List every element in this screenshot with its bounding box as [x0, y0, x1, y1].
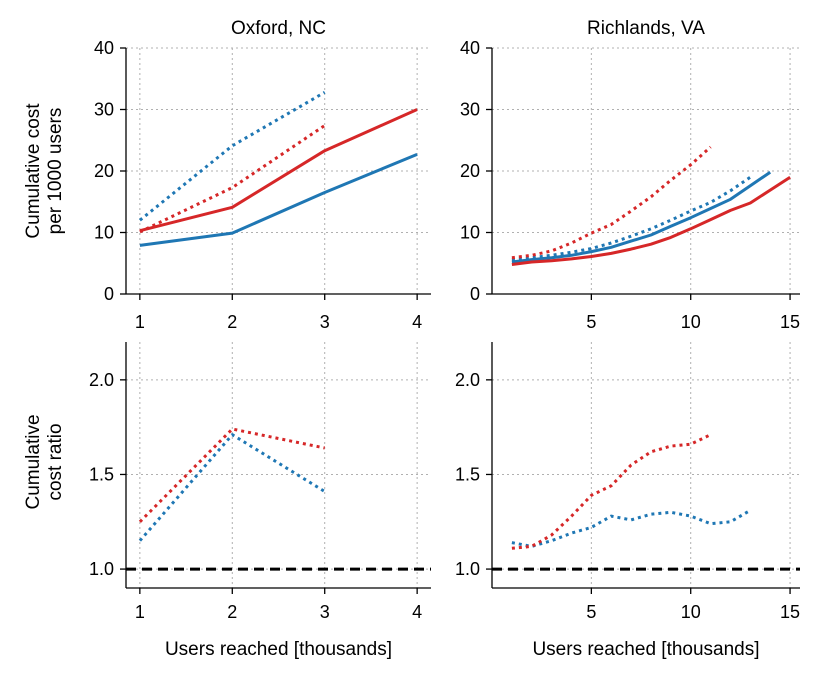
- panel-2-series-1-line: [511, 170, 772, 264]
- panel-1-x-tick-label: 4: [412, 312, 422, 332]
- panel-1-y-axis-label: Cumulative costper 1000 users: [23, 103, 66, 239]
- panel-3-x-tick-label: 2: [227, 602, 237, 622]
- panel-3-y-axis-label-line: cost ratio: [45, 423, 66, 500]
- panel-1-y-tick-label: 10: [94, 223, 114, 243]
- panel-3-series-1-line: [138, 433, 326, 542]
- panel-1-x-tick-label: 2: [227, 312, 237, 332]
- panel-1-series-2-line: [139, 108, 418, 233]
- panel-2-series-3-line: [511, 175, 752, 262]
- panel-1-y-tick-label: 40: [94, 38, 114, 58]
- panel-3-y-tick-label: 1.5: [89, 464, 114, 484]
- panel-1-y-axis-label-line: per 1000 users: [45, 108, 66, 235]
- panel-2-y-tick-label: 30: [460, 100, 480, 120]
- panel-3-x-tick-label: 3: [320, 602, 330, 622]
- panel-2-y-tick-label: 40: [460, 38, 480, 58]
- panel-4-series-1-line: [511, 509, 752, 548]
- panel-1-series-3-line: [138, 91, 326, 222]
- panel-3-x-tick-label: 4: [412, 602, 422, 622]
- panel-2-y-tick-label: 0: [470, 284, 480, 304]
- panel-2-y-tick-label: 10: [460, 223, 480, 243]
- panel-4-series-2-line: [511, 433, 712, 550]
- panel-1-x-tick-label: 3: [320, 312, 330, 332]
- panel-1-y-tick-label: 30: [94, 100, 114, 120]
- panel-4-x-tick-label: 10: [681, 602, 701, 622]
- panel-2-series-4-line: [511, 145, 712, 260]
- panel-3-y-axis-label: Cumulativecost ratio: [23, 414, 66, 509]
- panel-3-series-2-line: [138, 427, 326, 523]
- panel-3-x-tick-label: 1: [135, 602, 145, 622]
- panel-1-title: Oxford, NC: [231, 18, 326, 39]
- panel-2-y-tick-label: 20: [460, 161, 480, 181]
- panel-1-series-1-line: [139, 153, 418, 247]
- panel-4-y-tick-label: 1.5: [455, 464, 480, 484]
- panel-3-y-tick-label: 2.0: [89, 370, 114, 390]
- panel-4-y-tick-label: 2.0: [455, 370, 480, 390]
- panel-4-x-tick-label: 15: [780, 602, 800, 622]
- panel-3-x-axis-label: Users reached [thousands]: [165, 639, 392, 660]
- panel-1-x-tick-label: 1: [135, 312, 145, 332]
- panel-1-y-tick-label: 0: [104, 284, 114, 304]
- panel-2-series-2-line: [511, 175, 791, 266]
- panel-4-x-tick-label: 5: [586, 602, 596, 622]
- panel-4-y-tick-label: 1.0: [455, 559, 480, 579]
- panel-3-y-axis-label-line: Cumulative: [23, 414, 44, 509]
- panel-2-x-tick-label: 10: [681, 312, 701, 332]
- panel-4-x-axis-label: Users reached [thousands]: [532, 639, 759, 660]
- panel-2-x-tick-label: 15: [780, 312, 800, 332]
- panel-1-series-4-line: [139, 124, 326, 234]
- panel-1-y-axis-label-line: Cumulative cost: [23, 103, 44, 239]
- panel-2-title: Richlands, VA: [587, 18, 705, 39]
- panel-3-y-tick-label: 1.0: [89, 559, 114, 579]
- panel-1-y-tick-label: 20: [94, 161, 114, 181]
- panel-2-x-tick-label: 5: [586, 312, 596, 332]
